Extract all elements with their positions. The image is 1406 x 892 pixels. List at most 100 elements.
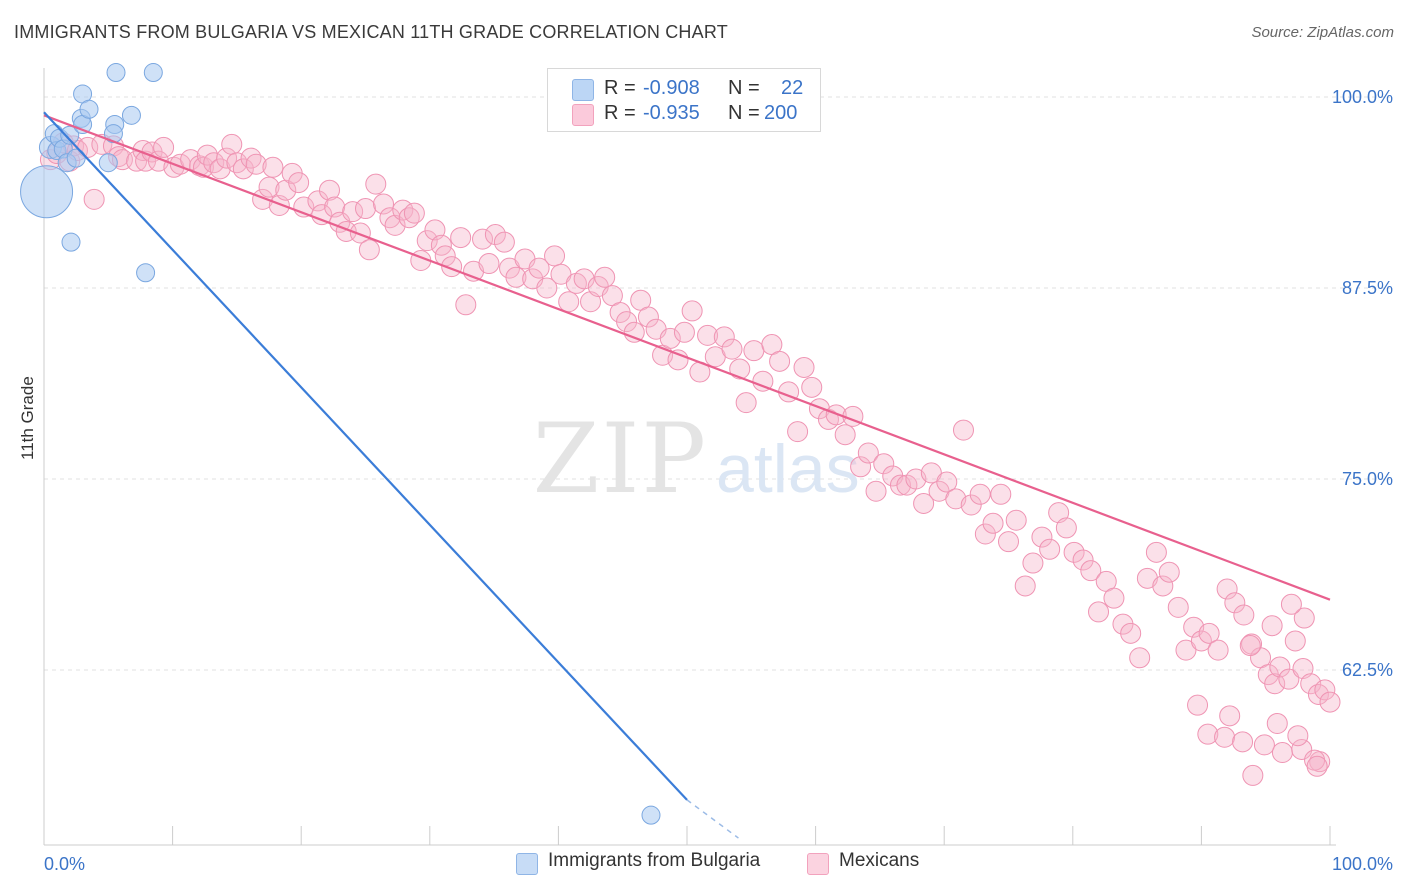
mexican-point	[960, 494, 982, 516]
mexican-point	[1266, 712, 1288, 734]
mexican-point	[982, 512, 1004, 534]
mexican-point	[355, 198, 376, 220]
mexican-point	[1264, 673, 1286, 695]
mexican-point	[873, 453, 895, 475]
mexican-point	[850, 456, 872, 478]
mexican-point	[536, 277, 558, 299]
bulgaria-point	[60, 125, 80, 145]
mexican-point	[1005, 509, 1027, 531]
mexican-point	[1271, 742, 1293, 764]
mexican-point	[594, 266, 616, 288]
mexican-point	[311, 204, 333, 226]
mexican-point	[952, 419, 974, 441]
bulgaria-point	[143, 63, 163, 83]
mexican-point	[349, 222, 371, 244]
watermark-zip: ZIP	[533, 403, 708, 515]
chart-title: IMMIGRANTS FROM BULGARIA VS MEXICAN 11TH…	[14, 22, 728, 42]
mexican-point	[226, 152, 248, 174]
mexican-point	[865, 480, 887, 502]
mexican-point	[189, 155, 211, 177]
mexican-point	[221, 133, 243, 155]
mexican-point	[472, 228, 494, 250]
mexican-point	[1242, 764, 1264, 786]
mexican-point	[659, 327, 681, 349]
r-label: R =	[604, 77, 636, 99]
mexican-point	[1216, 578, 1238, 600]
mexican-point	[318, 179, 340, 201]
mexican-point	[1269, 656, 1291, 678]
mexican-point	[493, 231, 515, 253]
mexican-point	[681, 300, 703, 322]
mexican-point	[416, 230, 438, 252]
mexican-point	[209, 158, 231, 180]
mexican-point	[544, 245, 566, 267]
mexican-point	[735, 392, 757, 414]
mexican-point	[1103, 587, 1125, 609]
mexican-point	[262, 156, 284, 178]
mexican-point	[1145, 541, 1167, 563]
mexican-point	[365, 173, 387, 195]
mexican-point	[1219, 705, 1241, 727]
bottom-legend-label: Mexicans	[839, 850, 920, 871]
mexican-point	[673, 321, 695, 343]
mexican-point	[834, 424, 856, 446]
mexican-point	[1232, 731, 1254, 753]
mexican-point	[969, 483, 991, 505]
mexican-point	[1293, 607, 1315, 629]
mexican-point	[1300, 673, 1322, 695]
mexican-point	[1306, 755, 1328, 777]
mexican-point	[232, 158, 254, 180]
bulgaria-point	[121, 105, 141, 125]
mexican-point	[1152, 575, 1174, 597]
mexican-point	[1190, 630, 1212, 652]
mexican-point	[358, 239, 380, 261]
source-label: Source: ZipAtlas.com	[1251, 24, 1394, 41]
mexican-point	[1284, 630, 1306, 652]
mexican-point	[974, 523, 996, 545]
correlation-legend: R = -0.908 N = 22 R = -0.935 N = 200	[547, 68, 821, 132]
mexican-point	[743, 340, 765, 362]
mexican-point	[1253, 734, 1275, 756]
mexican-point	[616, 311, 638, 333]
mexican-point	[252, 188, 274, 210]
bulgaria-point	[106, 63, 126, 83]
mexican-point	[1112, 613, 1134, 635]
bulgaria-point	[61, 232, 81, 252]
mexican-point	[787, 421, 809, 443]
mexican-point	[550, 263, 572, 285]
mexican-point	[153, 136, 175, 158]
watermark-atlas: atlas	[716, 431, 860, 507]
legend-swatch-blue	[572, 79, 594, 101]
mexican-point	[998, 531, 1019, 553]
bulgaria-trend-extension	[686, 799, 739, 839]
mexican-point	[1280, 593, 1302, 615]
mexican-point	[1278, 668, 1300, 690]
mexican-point	[1214, 726, 1236, 748]
mexican-point	[430, 234, 452, 256]
mexican-point	[558, 291, 580, 313]
mexican-point	[1022, 552, 1044, 574]
y-tick-label: 62.5%	[1342, 660, 1393, 680]
mexican-point	[455, 294, 477, 316]
mexican-point	[1055, 517, 1077, 539]
mexican-point	[1287, 725, 1309, 747]
mexican-point	[528, 257, 550, 279]
mexican-point	[1233, 604, 1255, 626]
mexican-point	[1136, 567, 1158, 589]
mexican-point	[580, 291, 602, 313]
r-value: -0.908	[643, 77, 700, 99]
bulgaria-trend-line	[43, 111, 688, 801]
n-value: 200	[764, 102, 798, 124]
mexican-point	[1292, 657, 1314, 679]
mexican-point	[484, 224, 506, 246]
mexican-point	[573, 268, 595, 290]
mexican-point	[801, 376, 823, 398]
bulgaria-point	[98, 153, 118, 173]
mexican-point	[1039, 538, 1061, 560]
y-axis-label: 11th Grade	[18, 376, 37, 460]
y-tick-label: 100.0%	[1332, 87, 1393, 107]
mexican-point	[920, 462, 942, 484]
mexican-point	[1080, 560, 1102, 582]
bulgaria-point	[66, 148, 86, 168]
